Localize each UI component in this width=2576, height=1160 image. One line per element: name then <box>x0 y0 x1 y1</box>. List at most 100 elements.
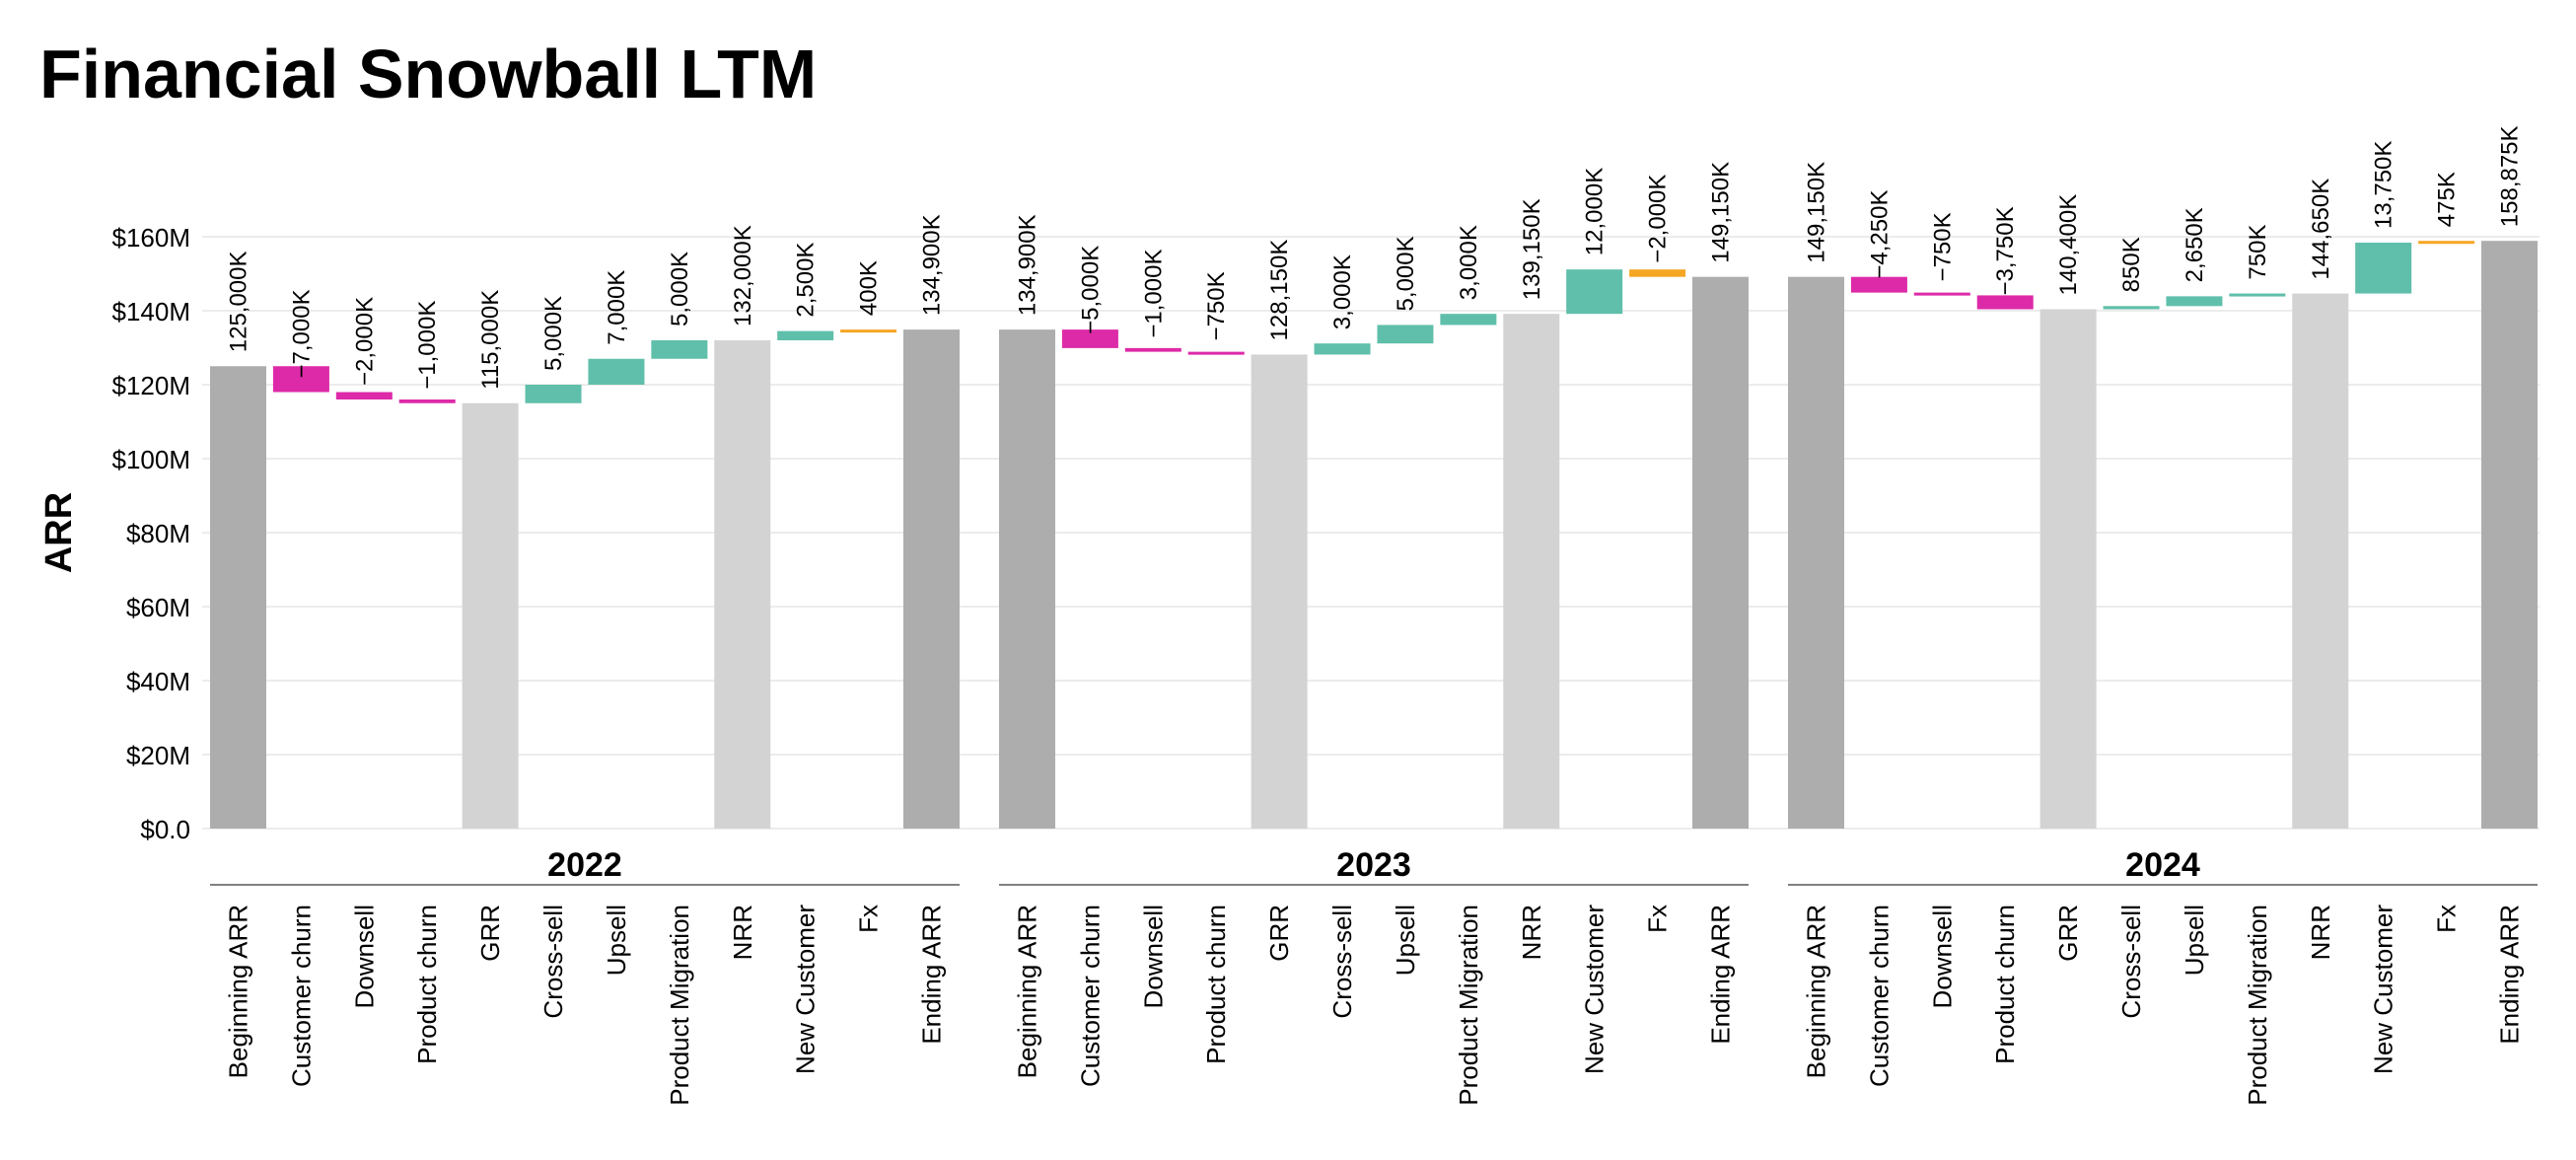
bar-2022-downsell <box>335 392 393 399</box>
x-tick-label-2023-product-migration: Product Migration <box>1454 905 1483 1106</box>
bar-2023-ending-arr <box>1692 276 1749 829</box>
data-label-2022-grr: 115,000K <box>477 290 504 390</box>
x-tick-label-2022-upsell: Upsell <box>602 905 631 976</box>
bar-2022-fx <box>840 329 897 333</box>
x-tick-label-2023-fx: Fx <box>1643 905 1673 933</box>
bar-2024-upsell <box>2166 296 2223 307</box>
x-tick-label-2024-beginning-arr: Beginning ARR <box>1802 905 1831 1078</box>
x-tick-label-2023-beginning-arr: Beginning ARR <box>1013 905 1042 1078</box>
bar-2024-grr <box>2039 309 2097 829</box>
data-label-2024-customer-churn: −4,250K <box>1866 190 1893 279</box>
bar-2023-product-migration <box>1440 314 1497 326</box>
bar-2024-downsell <box>1913 292 1970 296</box>
panel-2024: 149,150K Beginning ARR −4,250K Customer chu… <box>1788 125 2538 1106</box>
data-label-2022-customer-churn: −7,000K <box>288 289 315 378</box>
data-label-2024-beginning-arr: 149,150K <box>1804 162 1830 263</box>
data-label-2022-product-migration: 5,000K <box>667 252 693 326</box>
data-label-2022-new-customer: 2,500K <box>793 243 820 318</box>
data-label-2023-product-migration: 3,000K <box>1456 225 1482 300</box>
y-tick-label: $140M <box>112 297 191 326</box>
data-label-2022-fx: 400K <box>856 260 883 316</box>
bar-2022-beginning-arr <box>210 366 266 829</box>
bar-2023-grr <box>1251 354 1308 829</box>
x-tick-label-2024-fx: Fx <box>2432 905 2462 933</box>
bar-2022-cross-sell <box>525 385 582 403</box>
data-label-2024-grr: 140,400K <box>2055 194 2082 296</box>
bar-2022-grr <box>462 402 519 829</box>
bar-2022-product-churn <box>398 399 456 403</box>
y-axis-title: ARR <box>38 492 80 573</box>
bar-2024-nrr <box>2292 293 2349 829</box>
data-label-2024-upsell: 2,650K <box>2182 207 2208 282</box>
bar-2024-ending-arr <box>2481 241 2538 829</box>
bar-2022-customer-churn <box>272 366 329 393</box>
bar-2024-customer-churn <box>1850 276 1907 293</box>
bar-2023-fx <box>1629 269 1686 277</box>
bar-2024-new-customer <box>2355 243 2412 294</box>
data-label-2023-product-churn: −750K <box>1203 271 1230 340</box>
y-tick-label: $40M <box>126 667 190 696</box>
data-label-2023-new-customer: 12,000K <box>1582 168 1609 255</box>
bar-2024-fx <box>2418 241 2475 245</box>
x-tick-label-2023-new-customer: New Customer <box>1580 905 1610 1074</box>
bar-2023-customer-churn <box>1061 329 1118 348</box>
data-label-2024-new-customer: 13,750K <box>2371 141 2397 229</box>
bar-2022-nrr <box>714 340 771 829</box>
x-tick-label-2024-ending-arr: Ending ARR <box>2495 905 2525 1045</box>
x-tick-label-2022-customer-churn: Customer churn <box>286 905 316 1087</box>
x-tick-label-2022-ending-arr: Ending ARR <box>917 905 947 1045</box>
x-tick-label-2024-grr: GRR <box>2053 905 2083 962</box>
data-label-2022-product-churn: −1,000K <box>414 301 441 390</box>
data-label-2024-fx: 475K <box>2434 172 2461 227</box>
bar-2024-product-migration <box>2229 293 2286 297</box>
bar-2024-product-churn <box>1976 295 2034 310</box>
data-label-2022-ending-arr: 134,900K <box>919 214 946 316</box>
x-tick-label-2023-nrr: NRR <box>1517 905 1546 960</box>
data-label-2022-beginning-arr: 125,000K <box>226 251 252 352</box>
data-label-2022-nrr: 132,000K <box>730 225 756 326</box>
x-tick-label-2022-cross-sell: Cross-sell <box>538 905 568 1019</box>
x-tick-label-2024-product-migration: Product Migration <box>2243 905 2272 1106</box>
x-tick-label-2024-cross-sell: Cross-sell <box>2116 905 2146 1019</box>
bar-2023-product-churn <box>1187 351 1245 355</box>
y-tick-label: $100M <box>112 445 191 474</box>
bar-2023-downsell <box>1124 347 1181 352</box>
data-label-2023-grr: 128,150K <box>1266 240 1293 341</box>
year-label-2024: 2024 <box>2125 846 2200 884</box>
x-tick-label-2022-grr: GRR <box>475 905 505 962</box>
data-label-2023-downsell: −1,000K <box>1140 250 1167 338</box>
x-tick-label-2023-grr: GRR <box>1264 905 1294 962</box>
data-label-2022-downsell: −2,000K <box>351 297 378 386</box>
panel-2022: 125,000K Beginning ARR −7,000K Customer chu… <box>210 214 960 1106</box>
x-tick-label-2023-downsell: Downsell <box>1138 905 1168 1009</box>
x-tick-label-2022-new-customer: New Customer <box>791 905 821 1074</box>
y-tick-label: $80M <box>126 519 190 548</box>
data-label-2022-upsell: 7,000K <box>604 270 630 345</box>
x-tick-label-2024-upsell: Upsell <box>2180 905 2209 976</box>
bar-2022-new-customer <box>777 330 834 340</box>
panel-2023: 134,900K Beginning ARR −5,000K Customer chu… <box>999 162 1749 1106</box>
x-tick-label-2022-downsell: Downsell <box>349 905 379 1009</box>
x-tick-label-2023-upsell: Upsell <box>1391 905 1420 976</box>
data-label-2024-product-migration: 750K <box>2245 225 2271 280</box>
bar-2023-nrr <box>1503 314 1560 829</box>
bar-2024-beginning-arr <box>1788 276 1844 829</box>
bar-2022-product-migration <box>651 340 708 359</box>
data-label-2024-ending-arr: 158,875K <box>2497 125 2524 227</box>
data-label-2022-cross-sell: 5,000K <box>540 296 567 371</box>
data-label-2023-customer-churn: −5,000K <box>1077 246 1104 334</box>
x-tick-label-2023-customer-churn: Customer churn <box>1075 905 1105 1087</box>
data-label-2024-downsell: −750K <box>1929 212 1956 281</box>
x-tick-label-2024-new-customer: New Customer <box>2369 905 2398 1074</box>
x-tick-label-2024-product-churn: Product churn <box>1990 905 2020 1064</box>
data-label-2023-beginning-arr: 134,900K <box>1015 214 1041 316</box>
x-tick-label-2023-ending-arr: Ending ARR <box>1706 905 1736 1045</box>
x-tick-label-2024-nrr: NRR <box>2306 905 2335 960</box>
bar-2023-beginning-arr <box>999 329 1055 829</box>
x-tick-label-2022-fx: Fx <box>854 905 884 933</box>
data-label-2023-ending-arr: 149,150K <box>1708 162 1735 263</box>
data-label-2023-nrr: 139,150K <box>1519 198 1545 300</box>
page-title: Financial Snowball LTM <box>39 36 818 112</box>
x-tick-label-2023-cross-sell: Cross-sell <box>1327 905 1357 1019</box>
